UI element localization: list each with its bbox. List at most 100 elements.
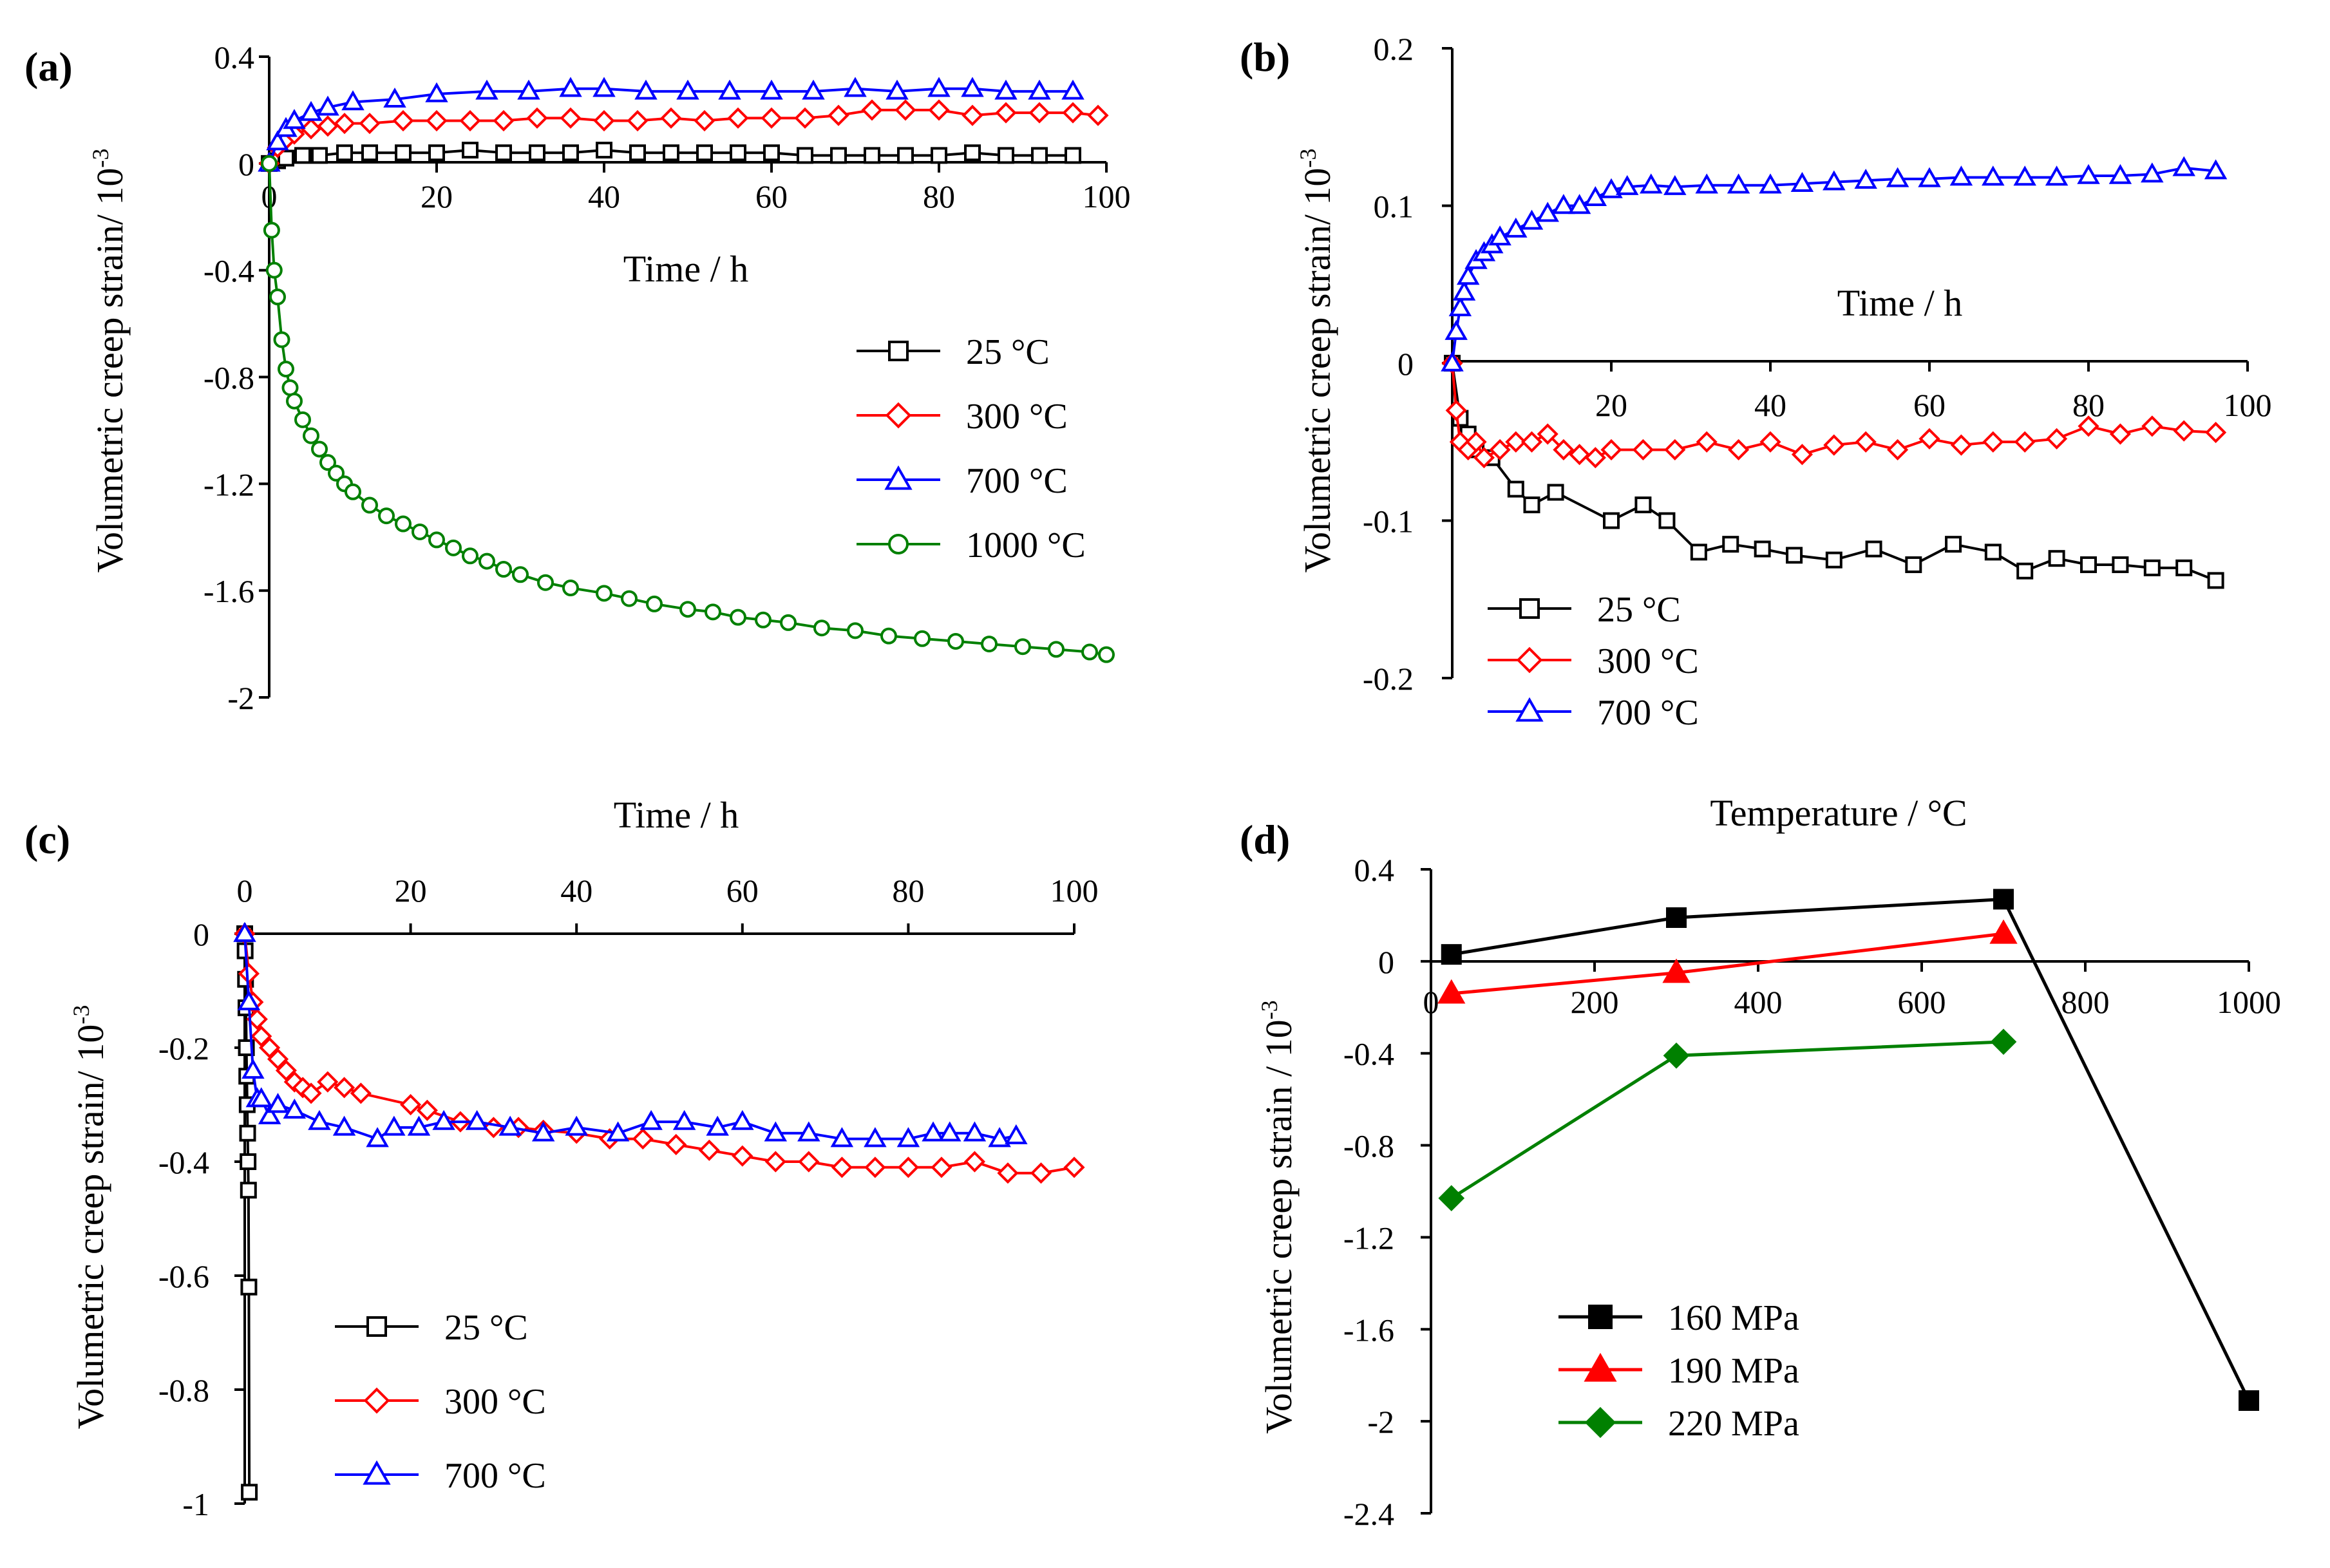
- series-line: [1451, 897, 2251, 1402]
- data-point: [797, 1121, 820, 1142]
- data-point: [495, 561, 512, 578]
- data-point: [864, 147, 880, 164]
- data-point: [665, 1133, 687, 1156]
- y-tick-label: 0.2: [1374, 31, 1414, 67]
- data-point: [1437, 979, 1466, 1004]
- data-point: [629, 144, 646, 162]
- data-point: [239, 1124, 256, 1142]
- data-point: [2207, 572, 2224, 589]
- legend-marker: [363, 1460, 391, 1485]
- data-point: [560, 107, 582, 129]
- legend-entry: 25 °C: [1488, 590, 1681, 630]
- data-point: [1728, 439, 1750, 461]
- data-point: [830, 147, 847, 164]
- data-point: [300, 1082, 322, 1104]
- data-point: [1065, 147, 1081, 164]
- data-point: [2173, 420, 2195, 442]
- data-point: [328, 464, 345, 482]
- legend-label: 220 MPa: [1668, 1404, 1799, 1444]
- data-point: [1536, 202, 1559, 222]
- data-point: [526, 107, 548, 129]
- data-point: [498, 1115, 522, 1136]
- panel-d-chart: (d) 0.4 0 -0.4 -0.8 -1.2 -1.6 -2 -2.4 0 200 400 600 8…: [1240, 792, 2281, 1532]
- legend-marker: [888, 341, 909, 361]
- data-point: [1505, 431, 1527, 453]
- data-point: [1031, 147, 1048, 164]
- data-point: [294, 147, 311, 164]
- data-point: [1662, 958, 1691, 983]
- data-point: [2112, 556, 2129, 573]
- x-tick-label: 1000: [2217, 984, 2281, 1020]
- data-point: [512, 566, 529, 583]
- data-point: [1855, 431, 1877, 453]
- data-point: [1445, 399, 1467, 421]
- legend-label: 160 MPa: [1668, 1298, 1799, 1338]
- data-point: [366, 1127, 389, 1148]
- data-point: [764, 1121, 788, 1142]
- data-point: [963, 1151, 986, 1173]
- data-point: [1448, 296, 1472, 317]
- data-point: [1444, 319, 1468, 340]
- data-point: [1520, 431, 1543, 453]
- data-point: [596, 585, 612, 602]
- data-point: [273, 331, 290, 348]
- data-point: [529, 144, 545, 162]
- data-point: [1489, 439, 1511, 461]
- y-tick-label: -2: [1367, 1404, 1394, 1440]
- series-2: [1441, 156, 2228, 372]
- data-point: [1993, 889, 2014, 910]
- data-point: [961, 77, 984, 97]
- data-point: [240, 1182, 257, 1199]
- legend-marker: [1515, 697, 1544, 722]
- data-point: [1823, 434, 1845, 456]
- data-point: [1537, 423, 1558, 445]
- data-point: [998, 147, 1014, 164]
- series-line: [269, 149, 1073, 165]
- data-point: [886, 79, 909, 100]
- data-point: [1632, 439, 1654, 461]
- data-point: [359, 113, 381, 135]
- data-point: [1452, 280, 1476, 301]
- data-point: [1786, 547, 1803, 564]
- data-point: [1825, 551, 1842, 569]
- data-point: [2143, 559, 2161, 576]
- data-point: [265, 261, 283, 279]
- data-point: [266, 130, 289, 151]
- data-point: [780, 614, 797, 631]
- data-point: [2080, 556, 2097, 573]
- data-point: [676, 79, 699, 100]
- series-3: [261, 155, 1115, 663]
- x-tick-label: 200: [1571, 984, 1619, 1020]
- series-1: [234, 923, 1085, 1184]
- x-tick-label: 600: [1898, 984, 1946, 1020]
- data-point: [303, 427, 319, 444]
- data-point: [278, 149, 294, 167]
- series-1: [1437, 919, 2018, 1004]
- data-point: [896, 1127, 920, 1148]
- legend-marker: [366, 1316, 387, 1337]
- data-point: [1887, 439, 1909, 461]
- y-axis-title-text: Volumetric creep strain/ 10: [70, 1025, 111, 1430]
- data-point: [844, 77, 867, 97]
- x-tick-label: 40: [560, 873, 592, 909]
- x-tick-label: 100: [1050, 873, 1099, 909]
- legend-label: 190 MPa: [1668, 1351, 1799, 1391]
- legend-marker: [1588, 1305, 1613, 1329]
- data-point: [1603, 512, 1620, 529]
- legend-marker: [1584, 1406, 1616, 1439]
- data-point: [964, 144, 981, 162]
- data-point: [931, 147, 947, 164]
- y-tick-label: -2.4: [1343, 1496, 1394, 1532]
- data-point: [531, 1121, 555, 1142]
- data-point: [341, 90, 365, 111]
- y-tick-label: -0.4: [204, 253, 254, 289]
- data-point: [395, 515, 412, 533]
- legend-marker: [884, 465, 913, 490]
- data-point: [797, 147, 813, 164]
- data-point: [1791, 444, 1813, 466]
- data-point: [1886, 167, 1909, 187]
- y-axis-title-exponent: -3: [1295, 149, 1321, 168]
- data-point: [294, 411, 311, 428]
